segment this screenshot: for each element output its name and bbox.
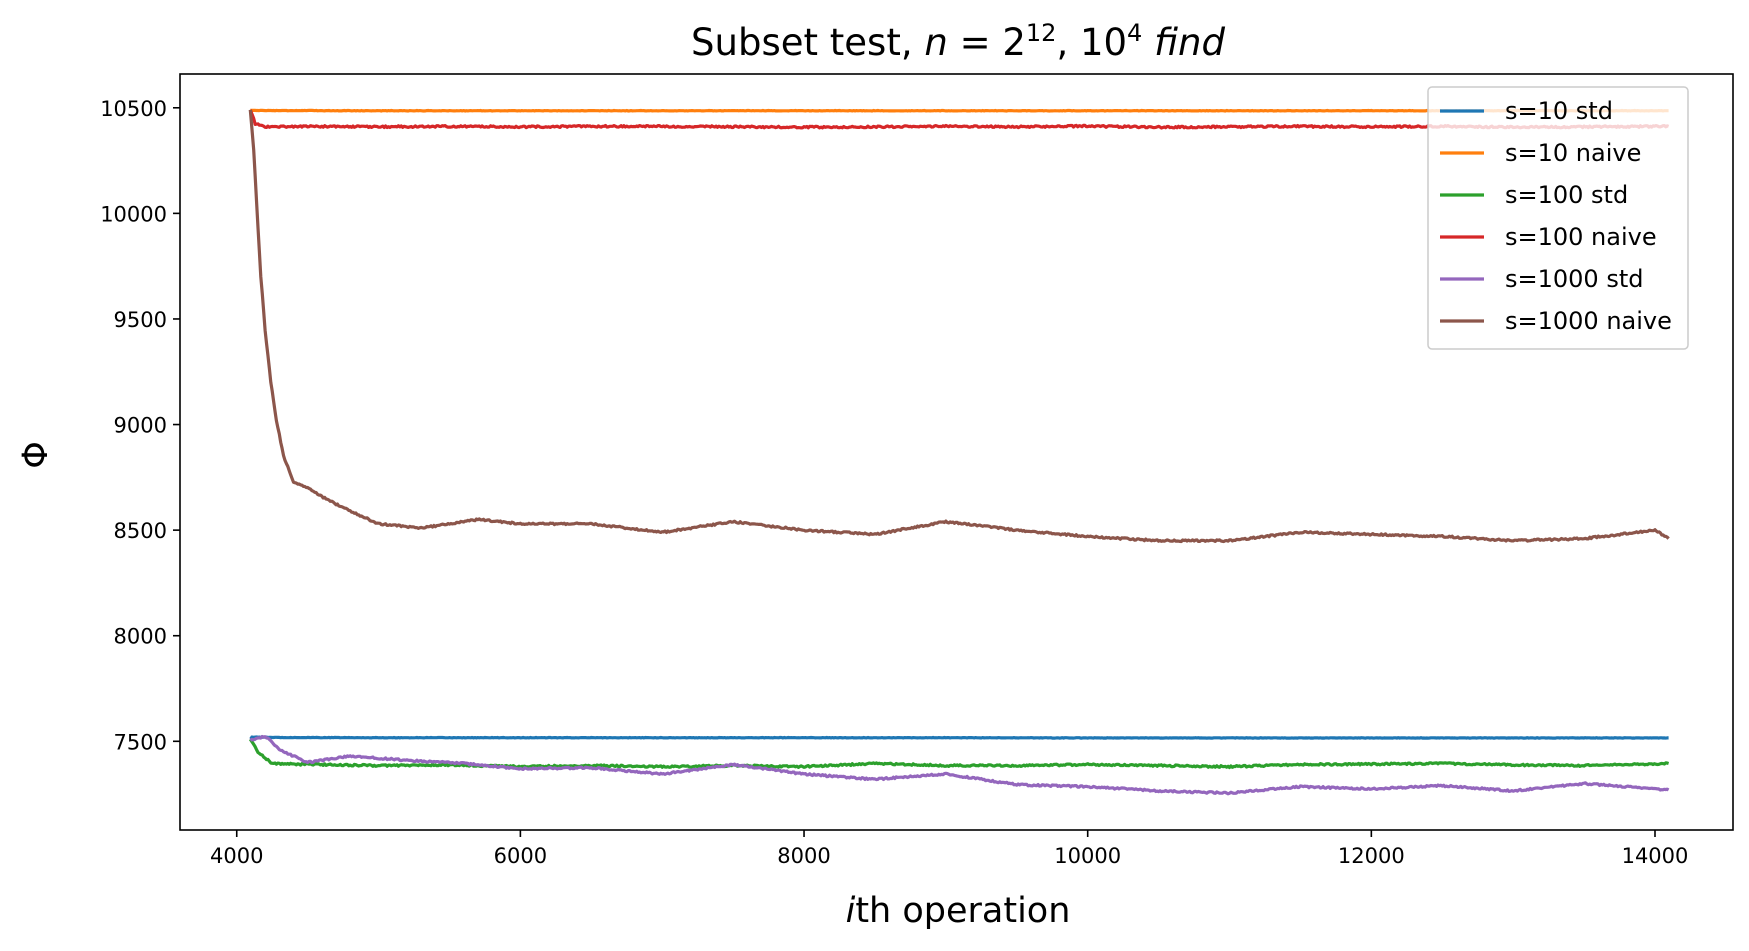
x-tick-label: 10000 — [1054, 844, 1121, 868]
plot-frame — [179, 73, 1734, 831]
x-tick-label: 14000 — [1622, 844, 1689, 868]
y-tick-label: 7500 — [114, 730, 167, 754]
legend-label: s=1000 std — [1505, 265, 1643, 293]
y-axis-label: Φ — [16, 441, 56, 469]
y-axis-ticks: 7500 8000 8500 9000 9500 10000 10500 — [100, 97, 180, 754]
legend-frame — [1427, 86, 1689, 350]
x-tick-label: 4000 — [210, 844, 263, 868]
legend-label: s=100 naive — [1505, 223, 1657, 251]
legend-label: s=10 std — [1505, 97, 1613, 125]
legend-entries: s=10 std s=10 naive s=100 std s=100 naive s=… — [1440, 97, 1672, 335]
legend-label: s=10 naive — [1505, 139, 1641, 167]
y-tick-label: 9500 — [114, 308, 167, 332]
y-tick-label: 10000 — [100, 202, 167, 226]
plot-lines — [248, 108, 1670, 796]
x-axis-label: ith operation — [846, 891, 1071, 931]
series-line — [249, 735, 1669, 740]
legend-label: s=100 std — [1505, 181, 1628, 209]
x-tick-label: 12000 — [1338, 844, 1405, 868]
y-tick-label: 9000 — [114, 414, 167, 438]
x-axis-ticks: 4000 6000 8000 10000 12000 14000 — [210, 830, 1688, 868]
y-tick-label: 10500 — [100, 97, 167, 121]
chart-title: Subset test, n = 212, 104 find — [691, 19, 1225, 64]
x-tick-label: 8000 — [777, 844, 830, 868]
series-line — [248, 109, 1670, 544]
series-line — [249, 734, 1670, 796]
legend-label: s=1000 naive — [1505, 307, 1672, 335]
legend: s=10 std s=10 naive s=100 std s=100 naive s=… — [1427, 86, 1689, 350]
y-tick-label: 8000 — [114, 625, 167, 649]
y-tick-label: 8500 — [114, 519, 167, 543]
x-tick-label: 6000 — [494, 844, 547, 868]
